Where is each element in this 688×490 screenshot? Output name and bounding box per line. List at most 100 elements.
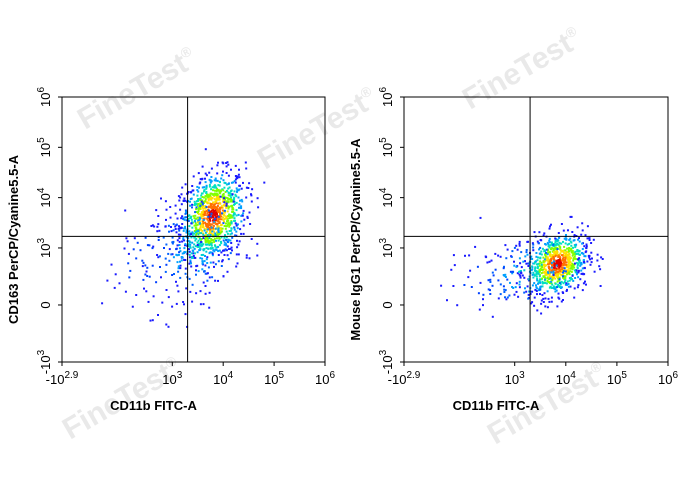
event-point — [577, 269, 580, 272]
event-point — [588, 256, 591, 259]
event-point — [506, 248, 509, 251]
event-point — [221, 209, 224, 212]
event-point — [201, 229, 204, 232]
event-point — [210, 238, 213, 240]
event-point — [234, 193, 237, 196]
event-point — [216, 179, 219, 182]
event-point — [127, 262, 130, 265]
event-point — [208, 232, 211, 235]
event-point — [565, 234, 567, 236]
event-point — [194, 211, 197, 214]
event-point — [215, 186, 218, 189]
event-point — [550, 266, 553, 269]
event-point — [235, 187, 238, 190]
event-point — [171, 274, 174, 276]
event-point — [240, 220, 243, 223]
event-point — [539, 256, 542, 259]
event-point — [198, 182, 201, 185]
event-point — [211, 208, 214, 211]
event-point — [520, 271, 523, 274]
event-point — [484, 255, 487, 258]
event-point — [579, 264, 582, 267]
event-point — [185, 229, 188, 232]
event-point — [531, 265, 534, 268]
event-point — [199, 237, 201, 240]
event-point — [202, 220, 205, 223]
event-point — [202, 281, 205, 284]
event-point — [526, 253, 529, 256]
y-tick-exponent: 5 — [378, 137, 389, 143]
event-point — [236, 246, 239, 249]
event-point — [221, 260, 224, 263]
x-tick-base: 10 — [658, 372, 672, 387]
x-tick-base: 10 — [315, 372, 329, 387]
event-point — [183, 216, 186, 219]
event-point — [182, 200, 185, 202]
event-point — [542, 297, 545, 300]
event-point — [532, 262, 535, 265]
event-point — [557, 270, 560, 273]
event-point — [578, 237, 580, 240]
event-point — [552, 248, 555, 251]
event-point — [535, 275, 538, 278]
event-point — [216, 205, 219, 207]
event-point — [182, 301, 185, 303]
event-point — [195, 206, 198, 209]
event-point — [209, 251, 212, 254]
event-point — [226, 232, 229, 235]
event-point — [452, 285, 455, 287]
event-point — [158, 229, 161, 232]
event-point — [566, 269, 569, 272]
event-point — [550, 271, 553, 274]
event-point — [232, 214, 235, 217]
y-tick-base: 10 — [380, 193, 395, 207]
event-point — [513, 260, 515, 263]
event-point — [216, 164, 219, 167]
event-point — [133, 237, 136, 240]
event-point — [572, 246, 574, 249]
event-point — [570, 244, 573, 247]
event-point — [590, 261, 593, 264]
event-point — [196, 189, 199, 192]
event-point — [179, 233, 182, 236]
event-point — [220, 215, 223, 218]
event-point — [549, 286, 552, 289]
event-point — [565, 250, 568, 253]
event-point — [551, 277, 554, 280]
event-point — [225, 222, 227, 225]
event-point — [576, 249, 579, 251]
event-point — [554, 290, 557, 293]
event-point — [170, 230, 173, 233]
event-point — [228, 214, 231, 217]
event-point — [550, 261, 553, 264]
event-point — [233, 217, 236, 220]
event-point — [577, 252, 580, 255]
event-point — [575, 269, 578, 272]
event-point — [555, 289, 558, 292]
event-point — [225, 230, 228, 233]
event-point — [210, 207, 213, 210]
event-point — [566, 273, 568, 276]
event-point — [502, 267, 505, 270]
event-point — [195, 224, 198, 227]
event-point — [223, 218, 226, 220]
event-point — [557, 243, 560, 246]
event-point — [536, 267, 539, 270]
event-point — [251, 188, 254, 191]
event-point — [162, 236, 165, 239]
event-point — [227, 258, 230, 261]
event-point — [536, 309, 539, 312]
event-point — [548, 227, 551, 230]
event-point — [202, 243, 205, 246]
event-point — [201, 244, 204, 247]
event-point — [532, 276, 535, 279]
event-point — [518, 257, 521, 260]
y-tick-base: 10 — [38, 143, 53, 157]
event-point — [225, 225, 228, 228]
event-point — [559, 273, 562, 276]
event-point — [198, 222, 201, 225]
event-point — [178, 199, 181, 202]
event-point — [213, 250, 216, 253]
event-point — [202, 219, 205, 221]
